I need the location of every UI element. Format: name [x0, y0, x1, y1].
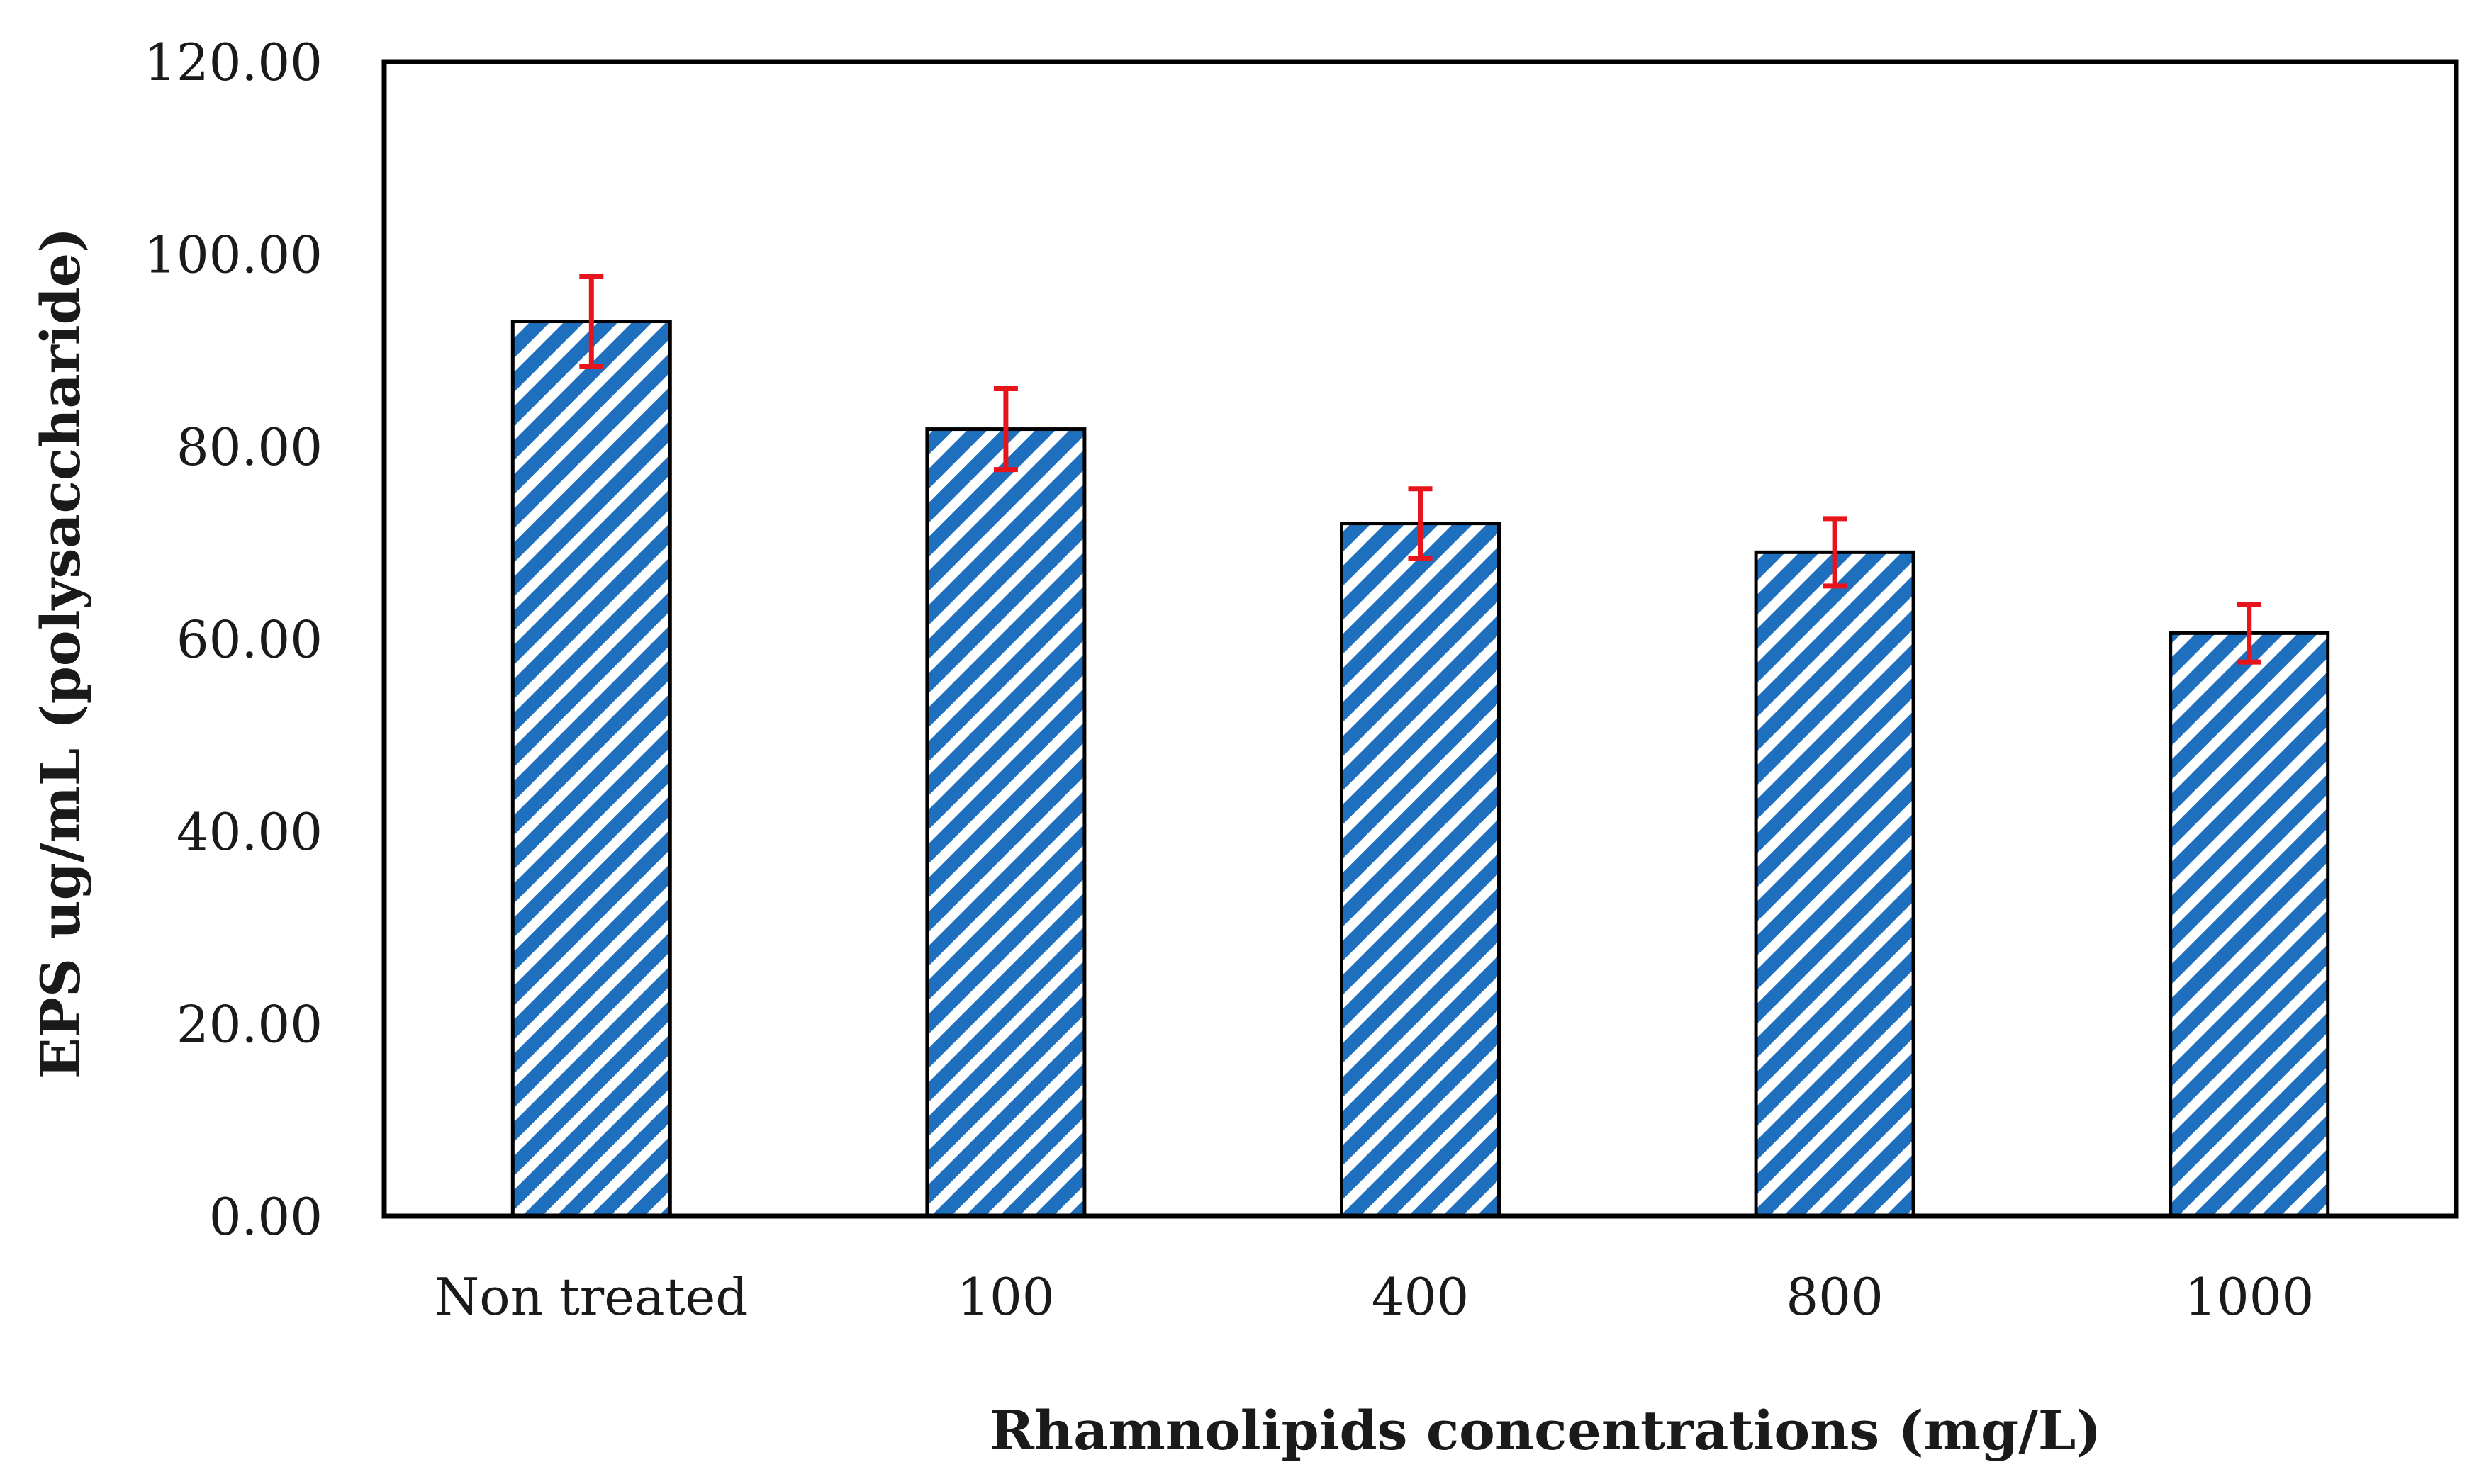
y-tick-label: 120.00 — [144, 33, 323, 92]
error-bars-group — [579, 274, 2261, 665]
bar — [1754, 550, 1915, 1218]
y-tick-label: 0.00 — [209, 1187, 323, 1247]
error-bar — [993, 386, 1018, 473]
y-tick-label: 60.00 — [177, 610, 323, 670]
x-axis-title: Rhamnolipids concentrations (mg/L) — [990, 1399, 2102, 1462]
x-tick-label: 400 — [1372, 1267, 1469, 1327]
y-axis-ticks: 0.00 20.00 40.00 60.00 80.00 100.00 120.00 — [144, 33, 323, 1247]
y-tick-label: 80.00 — [177, 417, 323, 477]
error-bar — [579, 274, 604, 369]
error-bar — [1823, 516, 1847, 589]
plot-area-frame — [381, 59, 2459, 1219]
bar — [1340, 522, 1501, 1218]
y-tick-label: 40.00 — [177, 802, 323, 862]
bar — [2169, 631, 2330, 1218]
bar — [510, 320, 672, 1218]
bars-group — [510, 320, 2330, 1218]
x-tick-label: 1000 — [2184, 1267, 2314, 1327]
x-tick-label: 100 — [957, 1267, 1054, 1327]
y-axis-title: EPS ug/mL (polysaccharide) — [29, 227, 92, 1079]
error-bar — [1408, 486, 1433, 561]
y-tick-label: 100.00 — [144, 225, 323, 285]
x-tick-label: Non treated — [435, 1267, 748, 1327]
y-tick-label: 20.00 — [177, 995, 323, 1055]
x-tick-label: 800 — [1786, 1267, 1883, 1327]
bar — [925, 427, 1087, 1218]
x-axis-ticks: Non treated 100 400 800 1000 — [435, 1267, 2314, 1327]
error-bar — [2237, 602, 2261, 665]
